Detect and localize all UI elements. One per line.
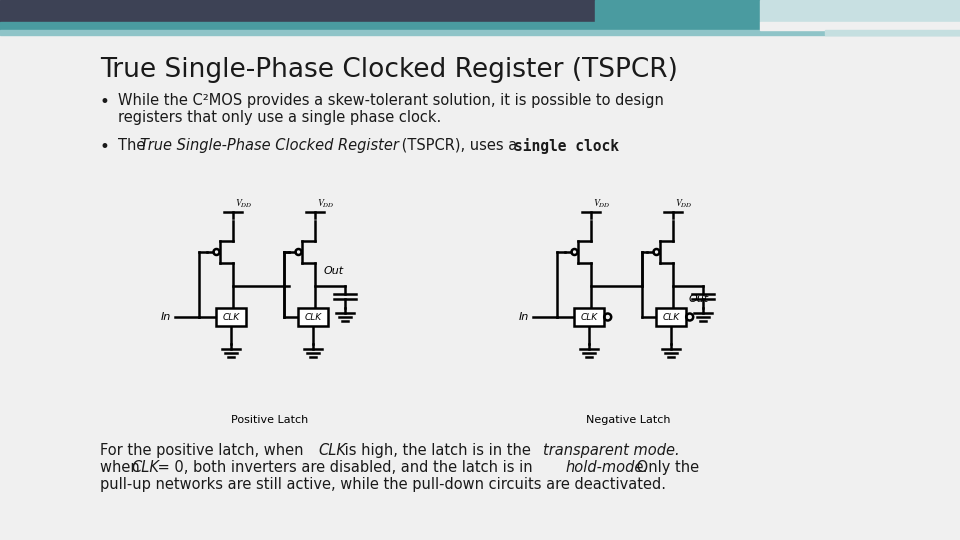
Text: Positive Latch: Positive Latch <box>231 415 309 425</box>
Text: CLK: CLK <box>304 313 322 321</box>
Bar <box>0 30 960 35</box>
Bar <box>0 22 960 30</box>
Text: CLK: CLK <box>581 313 598 321</box>
Text: registers that only use a single phase clock.: registers that only use a single phase c… <box>118 110 442 125</box>
Text: = 0, both inverters are disabled, and the latch is in: = 0, both inverters are disabled, and th… <box>153 460 538 475</box>
Bar <box>760 0 960 22</box>
Text: The: The <box>118 138 150 153</box>
Text: $V_{DD}$: $V_{DD}$ <box>317 198 335 210</box>
Text: In: In <box>160 312 171 322</box>
Text: CLK: CLK <box>662 313 680 321</box>
Bar <box>0 0 960 22</box>
Text: is high, the latch is in the: is high, the latch is in the <box>340 443 536 458</box>
Text: While the C²MOS provides a skew-tolerant solution, it is possible to design: While the C²MOS provides a skew-tolerant… <box>118 93 664 108</box>
Bar <box>825 30 960 35</box>
Text: $V_{DD}$: $V_{DD}$ <box>235 198 252 210</box>
Text: $V_{DD}$: $V_{DD}$ <box>675 198 693 210</box>
Text: Only the: Only the <box>632 460 699 475</box>
Text: hold-mode.: hold-mode. <box>565 460 648 475</box>
Text: Out: Out <box>324 266 344 275</box>
Text: CLK: CLK <box>318 443 346 458</box>
Text: CLK: CLK <box>131 460 159 475</box>
Text: $V_{DD}$: $V_{DD}$ <box>593 198 611 210</box>
Text: pull-up networks are still active, while the pull-down circuits are deactivated.: pull-up networks are still active, while… <box>100 477 666 492</box>
Text: transparent mode.: transparent mode. <box>543 443 680 458</box>
Bar <box>657 308 686 326</box>
Text: (TSPCR), uses a: (TSPCR), uses a <box>397 138 522 153</box>
Text: •: • <box>100 138 109 156</box>
Bar <box>574 308 604 326</box>
Text: when: when <box>100 460 144 475</box>
Text: •: • <box>100 93 109 111</box>
Text: True Single-Phase Clocked Register (TSPCR): True Single-Phase Clocked Register (TSPC… <box>100 57 678 83</box>
Bar <box>595 0 960 22</box>
Text: Negative Latch: Negative Latch <box>586 415 670 425</box>
Bar <box>216 308 246 326</box>
Text: CLK: CLK <box>223 313 240 321</box>
Text: In: In <box>518 312 529 322</box>
Text: single clock: single clock <box>514 138 619 154</box>
Text: True Single-Phase Clocked Register: True Single-Phase Clocked Register <box>140 138 398 153</box>
Text: For the positive latch, when: For the positive latch, when <box>100 443 308 458</box>
Bar <box>760 22 960 30</box>
Bar <box>299 308 328 326</box>
Text: Out: Out <box>688 294 708 303</box>
